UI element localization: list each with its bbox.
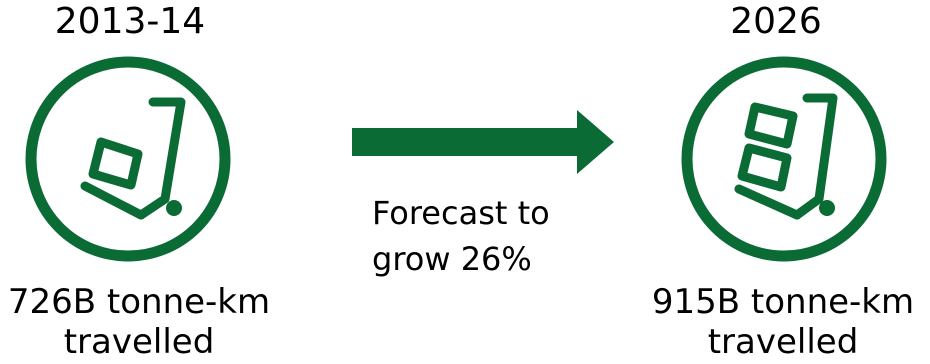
right-metric-line1: 915B tonne-km [651,282,915,322]
hand-truck-two-boxes-icon [681,56,887,262]
right-year-label: 2026 [730,1,822,42]
right-metric-line2: travelled [707,322,859,362]
right-icon-ring [681,56,887,262]
hand-truck-one-box-icon [25,56,231,262]
left-truck-wheel [166,200,182,216]
right-truck-handle [792,93,838,220]
right-truck-box-top [744,102,798,149]
left-truck-handle [136,97,186,220]
left-truck-box [88,137,143,190]
arrow-shape [352,110,614,174]
left-metric-line1: 726B tonne-km [7,282,271,322]
right-truck-base [734,184,802,220]
forecast-line2: grow 26% [372,240,532,278]
left-metric-line2: travelled [63,322,215,362]
left-truck-base [80,181,146,220]
left-icon-ring [25,56,231,262]
left-year-label: 2013-14 [54,1,206,42]
forecast-line1: Forecast to [372,194,550,232]
right-truck-box-bottom [737,143,792,192]
right-truck-wheel [819,200,835,216]
arrow-right-icon [352,110,614,174]
